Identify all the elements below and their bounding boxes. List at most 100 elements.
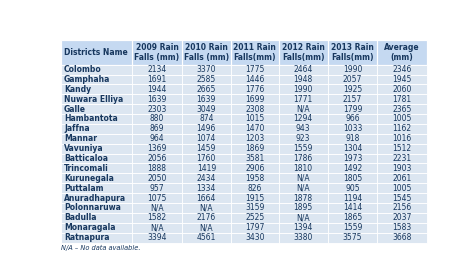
Bar: [377, 223, 427, 233]
Bar: [231, 213, 279, 223]
Bar: [132, 213, 182, 223]
Text: 1559: 1559: [343, 223, 362, 232]
Bar: [182, 144, 231, 153]
Text: 1760: 1760: [197, 154, 216, 163]
Text: 1470: 1470: [245, 124, 264, 133]
Bar: [328, 144, 377, 153]
Text: 1945: 1945: [392, 75, 411, 84]
Text: 1895: 1895: [293, 203, 313, 212]
Text: 1075: 1075: [147, 194, 167, 203]
Bar: [328, 65, 377, 74]
Bar: [61, 153, 427, 163]
Text: 2525: 2525: [245, 213, 264, 222]
Text: 3575: 3575: [343, 233, 362, 242]
Bar: [328, 104, 377, 114]
Bar: [231, 65, 279, 74]
Text: 1958: 1958: [245, 174, 264, 183]
Bar: [328, 153, 377, 163]
Bar: [182, 40, 231, 65]
Text: N/A: N/A: [296, 213, 310, 222]
Text: N/A: N/A: [200, 223, 213, 232]
Text: 2156: 2156: [392, 203, 411, 212]
Bar: [182, 74, 231, 84]
Bar: [377, 94, 427, 104]
Text: N/A: N/A: [200, 203, 213, 212]
Text: 1639: 1639: [147, 95, 167, 104]
Bar: [61, 173, 427, 183]
Bar: [377, 124, 427, 134]
Text: 3380: 3380: [293, 233, 313, 242]
Bar: [279, 134, 328, 144]
Text: 1771: 1771: [293, 95, 313, 104]
Text: 1559: 1559: [293, 144, 313, 153]
Bar: [279, 65, 328, 74]
Bar: [61, 124, 427, 134]
Text: N/A: N/A: [296, 174, 310, 183]
Bar: [231, 153, 279, 163]
Text: 880: 880: [150, 114, 164, 124]
Text: 1990: 1990: [293, 85, 313, 94]
Bar: [231, 144, 279, 153]
Text: 3581: 3581: [245, 154, 264, 163]
Text: N/A: N/A: [150, 203, 164, 212]
Text: Ratnapura: Ratnapura: [64, 233, 109, 242]
Text: 2061: 2061: [392, 174, 411, 183]
Bar: [328, 134, 377, 144]
Bar: [231, 84, 279, 94]
Text: Puttalam: Puttalam: [64, 184, 103, 193]
Bar: [231, 40, 279, 65]
Text: Kandy: Kandy: [64, 85, 91, 94]
Bar: [182, 65, 231, 74]
Bar: [377, 183, 427, 193]
Text: 1496: 1496: [197, 124, 216, 133]
Bar: [61, 213, 132, 223]
Text: Badulla: Badulla: [64, 213, 97, 222]
Bar: [279, 203, 328, 213]
Text: Hambantota: Hambantota: [64, 114, 118, 124]
Bar: [61, 153, 132, 163]
Bar: [279, 183, 328, 193]
Text: 2037: 2037: [392, 213, 411, 222]
Bar: [231, 203, 279, 213]
Text: 918: 918: [346, 134, 360, 143]
Text: Batticaloa: Batticaloa: [64, 154, 108, 163]
Text: 1799: 1799: [343, 105, 362, 114]
Text: 2011 Rain
Falls(mm): 2011 Rain Falls(mm): [233, 43, 276, 62]
Bar: [279, 233, 328, 242]
Bar: [61, 65, 427, 74]
Bar: [132, 144, 182, 153]
Bar: [328, 233, 377, 242]
Text: 1033: 1033: [343, 124, 362, 133]
Text: 3159: 3159: [245, 203, 264, 212]
Text: 1691: 1691: [147, 75, 167, 84]
Bar: [61, 104, 132, 114]
Bar: [279, 193, 328, 203]
Bar: [61, 84, 427, 94]
Text: 2231: 2231: [392, 154, 411, 163]
Text: 1545: 1545: [392, 194, 411, 203]
Bar: [182, 173, 231, 183]
Text: 1925: 1925: [343, 85, 362, 94]
Bar: [61, 40, 132, 65]
Text: 2665: 2665: [197, 85, 216, 94]
Bar: [61, 233, 427, 242]
Bar: [279, 40, 328, 65]
Bar: [61, 203, 427, 213]
Text: 1865: 1865: [343, 213, 362, 222]
Bar: [279, 104, 328, 114]
Text: 1294: 1294: [293, 114, 313, 124]
Text: 1162: 1162: [392, 124, 411, 133]
Bar: [61, 183, 427, 193]
Text: 2346: 2346: [392, 65, 411, 74]
Bar: [182, 183, 231, 193]
Text: 2012 Rain
Falls(mm): 2012 Rain Falls(mm): [282, 43, 325, 62]
Text: 2057: 2057: [343, 75, 362, 84]
Bar: [377, 74, 427, 84]
Text: 2464: 2464: [293, 65, 313, 74]
Text: 2009 Rain
Falls (mm): 2009 Rain Falls (mm): [135, 43, 180, 62]
Text: 2010 Rain
Falls (mm): 2010 Rain Falls (mm): [184, 43, 229, 62]
Bar: [132, 134, 182, 144]
Bar: [279, 74, 328, 84]
Text: 1797: 1797: [245, 223, 264, 232]
Bar: [132, 203, 182, 213]
